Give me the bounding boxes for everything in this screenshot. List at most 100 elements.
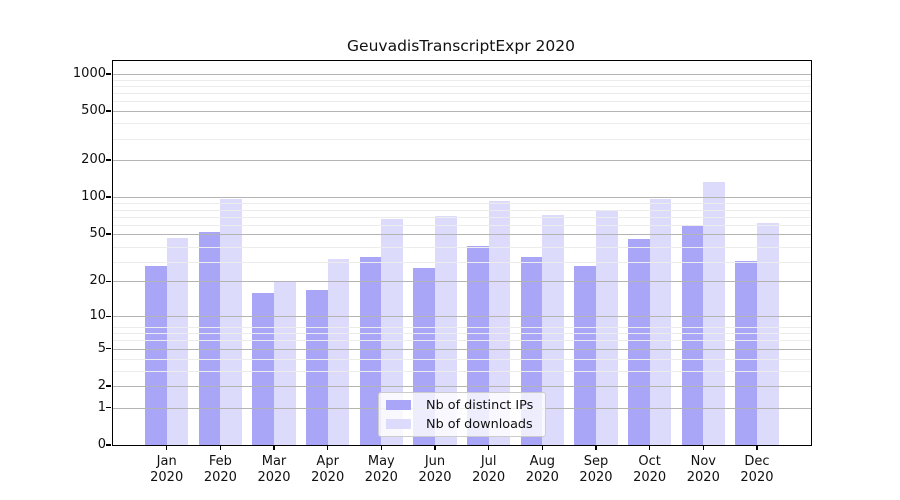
x-tick-label: Sep 2020 [579,454,613,485]
major-gridline [113,233,811,235]
minor-gridline [113,85,811,87]
x-tick-mark [219,445,222,450]
plot-area: Nb of distinct IPs Nb of downloads 0 1 2 5 1… [73,60,812,485]
y-tick-mark [106,233,112,235]
minor-gridline [113,123,811,125]
y-tick-mark [106,444,112,446]
minor-gridline [113,333,811,335]
x-tick-mark [648,445,651,450]
bar-ips-nov [681,225,704,445]
y-tick-mark [106,280,112,283]
x-tick-label: Mar 2020 [257,454,291,485]
y-tick-mark [106,407,112,409]
bar-downloads-jul [488,200,511,445]
x-tick-label: Feb 2020 [203,454,237,485]
x-tick-mark [434,445,436,450]
minor-gridline [113,326,811,328]
bar-downloads-apr [327,258,350,445]
bar-ips-feb [198,231,221,445]
bar-downloads-jan [166,238,189,445]
y-tick-label: 200 [81,152,106,168]
x-tick-label: May 2020 [364,454,398,485]
x-tick-label: Jul 2020 [472,454,506,485]
x-tick-label: Nov 2020 [686,454,720,485]
bar-ips-mar [252,292,274,445]
major-gridline [113,160,811,162]
bar-ips-sep [574,266,596,445]
y-tick-label: 0 [97,437,106,452]
x-tick-mark [380,445,383,450]
y-tick-mark [106,348,112,350]
minor-gridline [113,262,811,264]
major-gridline [113,348,811,350]
bar-ips-oct [628,239,650,445]
legend-label-downloads: Nb of downloads [426,416,533,432]
x-tick-label: Dec 2020 [740,454,774,485]
x-tick-label: Jan 2020 [150,454,184,485]
y-tick-mark [106,73,112,75]
chart-title: GeuvadisTranscriptExpr 2020 [347,37,575,55]
minor-gridline [113,138,811,140]
x-tick-mark [595,445,597,450]
bar-downloads-feb [220,199,242,445]
y-tick-mark [106,196,112,198]
y-tick-label: 500 [81,103,106,119]
bar-downloads-nov [703,181,725,445]
y-tick-mark [106,315,112,317]
bar-ips-may [359,257,382,445]
major-gridline [113,73,811,75]
legend-label-distinct-ips: Nb of distinct IPs [426,397,534,413]
bar-downloads-oct [649,199,672,445]
y-tick-label: 1000 [72,65,106,81]
y-tick-label: 100 [81,189,106,205]
x-tick-mark [326,445,329,450]
y-tick-label: 10 [89,308,106,324]
y-tick-label: 2 [97,377,106,393]
x-tick-label: Apr 2020 [311,454,345,485]
minor-gridline [113,101,811,103]
bar-ips-jan [145,266,167,445]
minor-gridline [113,358,811,360]
y-tick-label: 5 [97,340,106,356]
major-gridline [113,316,811,318]
major-gridline [113,197,811,199]
x-tick-label: Oct 2020 [633,454,667,485]
minor-gridline [113,79,811,81]
minor-gridline [113,370,811,372]
y-tick-mark [106,110,112,112]
x-tick-mark [756,445,758,450]
bar-ips-apr [306,289,328,445]
x-tick-label: Aug 2020 [525,454,559,485]
minor-gridline [113,246,811,248]
major-gridline [113,281,811,283]
x-tick-label: Jun 2020 [418,454,452,485]
y-tick-mark [106,385,112,387]
legend-swatch-downloads [386,418,411,430]
x-tick-mark [702,445,704,450]
y-tick-label: 20 [89,273,106,289]
x-tick-mark [487,445,490,450]
bar-downloads-aug [542,215,564,445]
major-gridline [113,385,811,387]
minor-gridline [113,203,811,205]
legend: Nb of distinct IPs Nb of downloads [378,392,546,437]
legend-item-distinct-ips: Nb of distinct IPs [386,398,539,413]
minor-gridline [113,93,811,95]
x-tick-mark [273,445,275,450]
minor-gridline [113,340,811,342]
bar-downloads-jun [435,216,457,445]
legend-item-downloads: Nb of downloads [386,417,539,432]
x-tick-mark [166,445,168,450]
y-tick-label: 50 [89,225,106,241]
bar-downloads-may [381,219,403,445]
x-tick-mark [541,445,543,450]
minor-gridline [113,216,811,218]
y-tick-label: 1 [97,399,106,415]
bar-ips-dec [735,260,757,445]
legend-swatch-distinct-ips [386,399,411,411]
bar-downloads-mar [274,281,296,445]
major-gridline [113,111,811,113]
minor-gridline [113,209,811,211]
y-tick-mark [106,159,112,161]
